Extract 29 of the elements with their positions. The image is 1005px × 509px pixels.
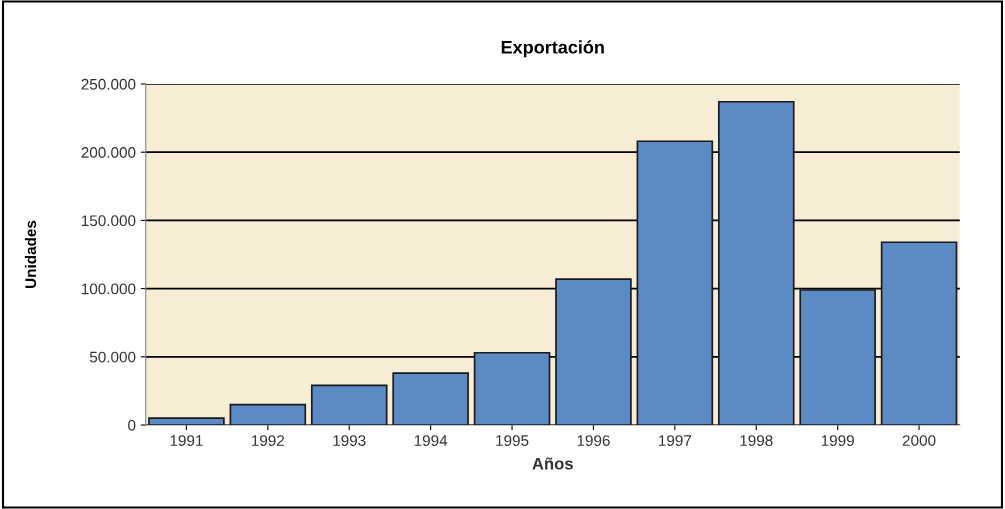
x-tick-label: 1997 xyxy=(659,435,692,446)
x-tick-label: 1996 xyxy=(577,435,610,446)
x-tick-label: 1991 xyxy=(170,435,203,446)
chart-title: Exportación xyxy=(501,40,604,58)
y-tick-label: 200.000 xyxy=(81,147,136,158)
x-tick-label: 1993 xyxy=(333,435,366,446)
bar xyxy=(555,278,632,426)
x-tick-label: 1999 xyxy=(821,435,854,446)
bar xyxy=(717,100,795,426)
x-tick-label: 1995 xyxy=(496,435,529,446)
y-axis-title: Unidades xyxy=(24,220,37,288)
x-tick-label: 1994 xyxy=(414,435,448,446)
bar xyxy=(473,351,551,426)
y-tick-label: 50.000 xyxy=(89,351,136,363)
x-axis-title: Años xyxy=(532,457,573,470)
bar xyxy=(148,417,225,426)
bar xyxy=(880,241,958,426)
bar xyxy=(392,372,469,426)
x-tick-label: 1998 xyxy=(740,435,773,446)
bar xyxy=(799,289,876,426)
y-tick-label: 0 xyxy=(128,419,136,431)
y-tick-label: 150.000 xyxy=(81,215,136,227)
y-tick-label: 250.000 xyxy=(81,78,136,90)
bar xyxy=(636,140,714,426)
bar xyxy=(229,403,307,426)
bar xyxy=(310,384,388,426)
x-tick-label: 2000 xyxy=(902,435,936,446)
y-tick-label: 100.000 xyxy=(81,283,136,295)
x-tick-label: 1992 xyxy=(252,435,285,446)
